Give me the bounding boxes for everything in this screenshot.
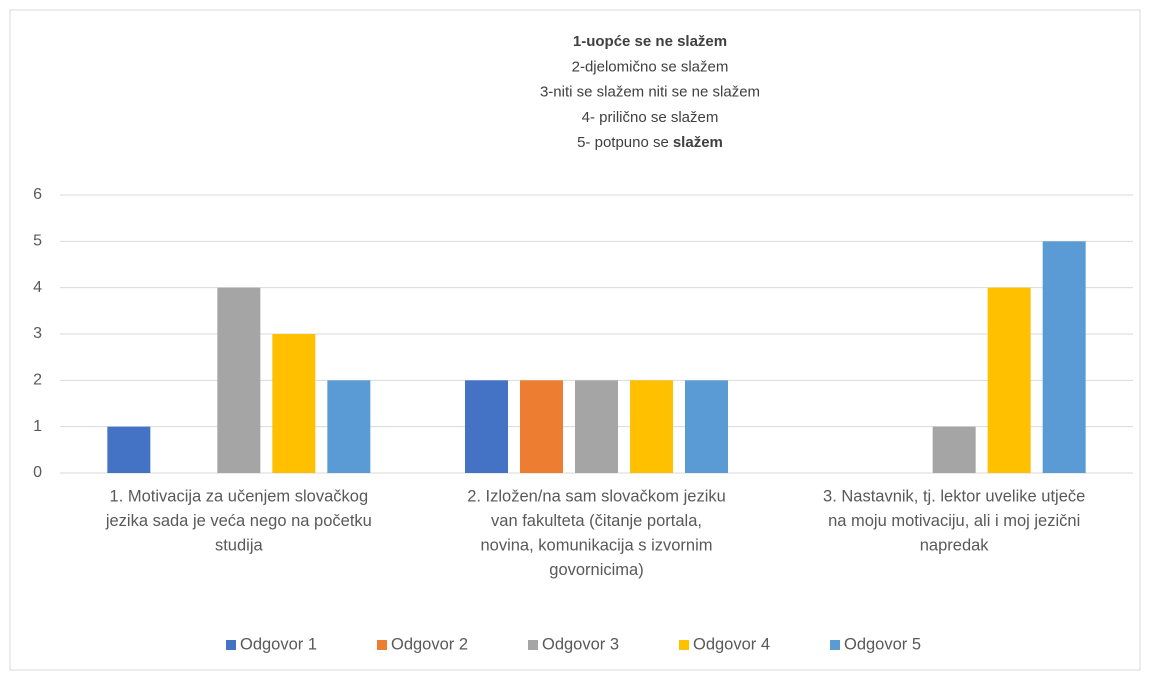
chart-frame (9, 9, 1141, 671)
title-part: 5- potpuno se (577, 134, 669, 151)
x-tick-label: 1. Motivacija za učenjem slovačkog (110, 487, 369, 505)
y-tick-label: 3 (33, 325, 42, 342)
bar (217, 287, 261, 473)
y-tick-label: 5 (33, 233, 42, 250)
title-part: slažem (673, 134, 723, 151)
legend-label: Odgovor 4 (693, 635, 770, 653)
y-tick-label: 1 (33, 418, 42, 435)
chart-title-line: 5- potpuno se slažem (577, 134, 723, 151)
legend-swatch (830, 640, 840, 650)
y-tick-label: 0 (33, 464, 42, 481)
legend-swatch (528, 640, 538, 650)
legend-swatch (377, 640, 387, 650)
x-tick-label: na moju motivaciju, ali i moj jezični (828, 512, 1080, 530)
bar (107, 426, 151, 473)
chart-title-line: 3-niti se slažem niti se ne slažem (540, 84, 760, 101)
y-tick-label: 4 (33, 279, 42, 296)
x-tick-label: jezika sada je veća nego na početku (105, 512, 372, 530)
x-tick-label: govornicima) (549, 561, 643, 579)
x-tick-label: napredak (920, 536, 990, 554)
chart-title-line: 1-uopće se ne slažem (573, 33, 727, 50)
legend-label: Odgovor 3 (542, 635, 619, 653)
bar (685, 380, 728, 473)
legend-swatch (226, 640, 236, 650)
legend-label: Odgovor 5 (844, 635, 921, 653)
x-tick-label: van fakulteta (čitanje portala, (491, 512, 702, 530)
bar (575, 380, 618, 473)
legend-label: Odgovor 1 (240, 635, 317, 653)
bar (465, 380, 508, 473)
bar (1042, 241, 1086, 473)
legend-swatch (679, 640, 689, 650)
legend-label: Odgovor 2 (391, 635, 468, 653)
x-tick-label: 3. Nastavnik, tj. lektor uvelike utječe (823, 487, 1085, 505)
bar (932, 426, 976, 473)
x-tick-label: novina, komunikacija s izvornim (480, 536, 712, 554)
y-tick-label: 6 (33, 186, 42, 203)
x-tick-label: 2. Izložen/na sam slovačkom jeziku (467, 487, 726, 505)
y-tick-label: 2 (33, 372, 42, 389)
bar (630, 380, 673, 473)
bar (520, 380, 563, 473)
x-tick-label: studija (215, 536, 264, 554)
bar (272, 334, 316, 473)
chart-title-line: 4- prilično se slažem (582, 109, 719, 126)
chart-title-line: 2-djelomično se slažem (572, 58, 729, 75)
bar (327, 380, 371, 473)
bar (987, 287, 1031, 473)
